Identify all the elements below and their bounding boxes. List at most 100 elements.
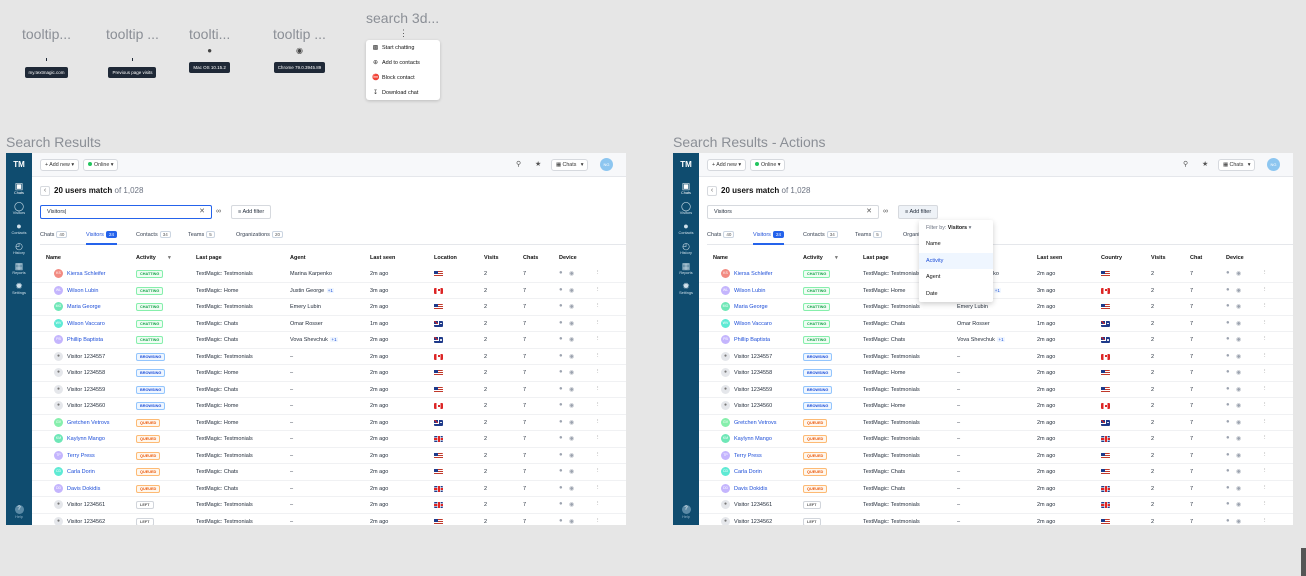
tab-contacts[interactable]: Contacts 34 (803, 231, 838, 238)
visitor-name[interactable]: Phillip Baptista (734, 337, 771, 343)
tab-teams[interactable]: Teams 5 (855, 231, 882, 238)
visitor-name[interactable]: Gretchen Vetrovs (67, 419, 110, 426)
kebab-icon[interactable]: ⋮ (595, 468, 601, 474)
kebab-icon[interactable]: ⋮ (595, 270, 601, 276)
table-row[interactable]: KS Kiersa Schleifer CHATTING TextMagic: … (32, 266, 626, 283)
visitor-name[interactable]: Kaylynn Mango (67, 436, 105, 442)
table-row[interactable]: ● Visitor 1234557 BROWSING TextMagic: Te… (32, 349, 626, 365)
visitor-name[interactable]: Maria George (734, 304, 768, 310)
status-dropdown[interactable]: Online ▾ (83, 159, 119, 171)
sidebar-item-contacts[interactable]: ● Contacts (673, 221, 699, 235)
visitor-name[interactable]: Terry Press (67, 452, 95, 459)
add-new-button[interactable]: + Add new ▾ (40, 159, 80, 171)
visitor-name[interactable]: Visitor 1234560 (734, 403, 773, 409)
kebab-icon[interactable]: ⋮ (595, 369, 601, 375)
search-icon[interactable]: ⚲ (1183, 161, 1189, 168)
kebab-icon[interactable]: ⋮ (1262, 517, 1268, 524)
table-row[interactable]: KS Kiersa Schleifer CHATTING TextMagic: … (699, 266, 1293, 283)
filter-option-name[interactable]: Name (926, 241, 941, 247)
add-filter-button[interactable]: ≡ Add filter (231, 205, 272, 219)
visitor-name[interactable]: Phillip Baptista (67, 337, 104, 343)
filter-option-date[interactable]: Date (926, 290, 938, 297)
clear-icon[interactable]: ✕ (866, 208, 872, 215)
visitor-name[interactable]: Wilson Lubin (67, 287, 99, 294)
table-row[interactable]: DD Davis Dokidis QUEUED TextMagic: Chats… (32, 481, 626, 497)
table-row[interactable]: TP Terry Press QUEUED TextMagic: Testmon… (699, 448, 1293, 464)
visitor-name[interactable]: Kiersa Schleifer (67, 271, 106, 277)
column-header[interactable]: Device (559, 255, 577, 261)
kebab-icon[interactable]: ⋮ (595, 501, 601, 507)
kebab-icon[interactable]: ⋮ (595, 286, 601, 293)
kebab-icon[interactable]: ⋮ (1262, 286, 1268, 293)
kebab-icon[interactable]: ⋮ (595, 385, 601, 392)
link-icon[interactable]: ∞ (216, 208, 221, 215)
avatar[interactable]: NG (600, 158, 613, 171)
tab-visitors[interactable]: Visitors 24 (86, 231, 117, 245)
visitor-name[interactable]: Visitor 1234562 (734, 518, 773, 525)
column-header[interactable]: Name (46, 255, 61, 261)
avatar[interactable]: NG (1267, 158, 1280, 171)
tab-chats[interactable]: Chats 40 (40, 231, 68, 238)
visitor-name[interactable]: Davis Dokidis (67, 485, 101, 492)
visitor-name[interactable]: Visitor 1234559 (67, 386, 106, 393)
kebab-icon[interactable]: ⋮ (595, 402, 601, 408)
visitor-name[interactable]: Visitor 1234561 (734, 502, 773, 508)
kebab-icon[interactable]: ⋮ (1262, 319, 1268, 326)
table-row[interactable]: ● Visitor 1234562 LEFT TextMagic: Testmo… (699, 514, 1293, 525)
kebab-icon[interactable]: ⋮ (595, 435, 601, 441)
column-header[interactable]: Visits (484, 255, 499, 261)
megaphone-icon[interactable]: ★ (535, 161, 542, 168)
tab-chats[interactable]: Chats 40 (707, 231, 735, 238)
add-new-button[interactable]: + Add new ▾ (707, 159, 747, 171)
visitor-name[interactable]: Maria George (67, 304, 101, 310)
table-row[interactable]: ● Visitor 1234560 BROWSING TextMagic: Ho… (32, 398, 626, 415)
visitor-name[interactable]: Visitor 1234560 (67, 403, 106, 409)
sidebar-item-settings[interactable]: ✹ Settings (6, 281, 32, 295)
column-header[interactable]: Device (1226, 255, 1244, 261)
table-row[interactable]: GV Gretchen Vetrovs QUEUED TextMagic: Ho… (32, 415, 626, 431)
filter-option-activity[interactable]: Activity (919, 252, 993, 269)
sidebar-item-visitors[interactable]: ◯ Visitors (673, 201, 699, 215)
visitor-name[interactable]: Visitor 1234557 (734, 353, 773, 360)
kebab-icon[interactable]: ⋮ (1262, 270, 1268, 276)
kebab-icon[interactable]: ⋮ (595, 319, 601, 326)
table-row[interactable]: MG Maria George CHATTING TextMagic: Test… (32, 299, 626, 316)
add-filter-button[interactable]: ≡ Add filter (898, 205, 939, 219)
tab-contacts[interactable]: Contacts 34 (136, 231, 171, 238)
table-row[interactable]: TP Terry Press QUEUED TextMagic: Testmon… (32, 448, 626, 464)
table-row[interactable]: WV Wilson Vaccaro CHATTING TextMagic: Ch… (699, 316, 1293, 332)
table-row[interactable]: ● Visitor 1234562 LEFT TextMagic: Testmo… (32, 514, 626, 525)
kebab-icon[interactable]: ⋮ (1262, 451, 1268, 458)
visitor-name[interactable]: Visitor 1234562 (67, 518, 106, 525)
kebab-icon[interactable]: ⋮ (1262, 303, 1268, 309)
visitor-name[interactable]: Davis Dokidis (734, 485, 768, 492)
column-header[interactable]: Chat (1190, 255, 1203, 261)
table-row[interactable]: KM Kaylynn Mango QUEUED TextMagic: Testm… (32, 431, 626, 448)
sidebar-item-contacts[interactable]: ● Contacts (6, 221, 32, 235)
visitor-name[interactable]: Gretchen Vetrovs (734, 419, 777, 426)
chats-dropdown[interactable]: ▦ Chats ▾ (551, 159, 589, 171)
sidebar-item-visitors[interactable]: ◯ Visitors (6, 201, 32, 215)
column-header[interactable]: Activity (803, 255, 823, 261)
table-row[interactable]: KM Kaylynn Mango QUEUED TextMagic: Testm… (699, 431, 1293, 448)
kebab-icon[interactable]: ⋮ (595, 484, 601, 491)
visitor-name[interactable]: Visitor 1234557 (67, 353, 106, 360)
sidebar-item-chats[interactable]: ▣ Chats (6, 181, 32, 195)
table-row[interactable]: ● Visitor 1234561 LEFT TextMagic: Testmo… (699, 497, 1293, 514)
back-button[interactable]: ‹ (40, 186, 50, 196)
column-header[interactable]: Chats (523, 255, 539, 261)
megaphone-icon[interactable]: ★ (1202, 161, 1209, 168)
sidebar-item-settings[interactable]: ✹ Settings (673, 281, 699, 295)
table-row[interactable]: CD Carla Dorin QUEUED TextMagic: Chats –… (32, 464, 626, 481)
column-header[interactable]: Last seen (370, 255, 396, 261)
help-button[interactable]: ? Help (681, 505, 691, 519)
sort-icon[interactable]: ▾ (168, 255, 171, 261)
kebab-icon[interactable]: ⋮ (1262, 336, 1268, 342)
table-row[interactable]: ● Visitor 1234558 BROWSING TextMagic: Ho… (32, 365, 626, 382)
visitor-name[interactable]: Visitor 1234558 (734, 370, 773, 376)
visitor-name[interactable]: Wilson Vaccaro (734, 320, 772, 327)
visitor-name[interactable]: Terry Press (734, 452, 762, 459)
chats-dropdown[interactable]: ▦ Chats ▾ (1218, 159, 1256, 171)
tab-teams[interactable]: Teams 5 (188, 231, 215, 238)
